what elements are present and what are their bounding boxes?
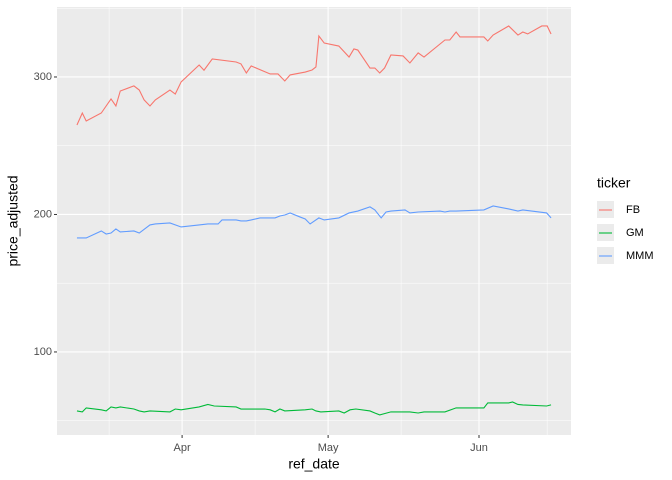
legend-label: FB <box>626 204 640 216</box>
legend-label: MMM <box>626 250 654 262</box>
x-tick-label: May <box>318 442 339 454</box>
x-tick-label: Apr <box>174 442 191 454</box>
y-tick-label: 200 <box>34 208 52 220</box>
x-axis-title: ref_date <box>288 456 340 472</box>
legend-label: GM <box>626 227 644 239</box>
lines <box>76 25 552 416</box>
y-axis-title: price_adjusted <box>5 175 21 266</box>
legend-title: ticker <box>597 175 631 191</box>
series-line <box>76 25 552 126</box>
y-tick-label: 100 <box>34 346 52 358</box>
legend: FB GM MMM <box>597 201 654 264</box>
y-tick-label: 300 <box>34 71 52 83</box>
x-tick-label: Jun <box>470 442 488 454</box>
series-line <box>76 205 552 239</box>
grid <box>57 7 571 435</box>
series-line <box>76 401 552 416</box>
